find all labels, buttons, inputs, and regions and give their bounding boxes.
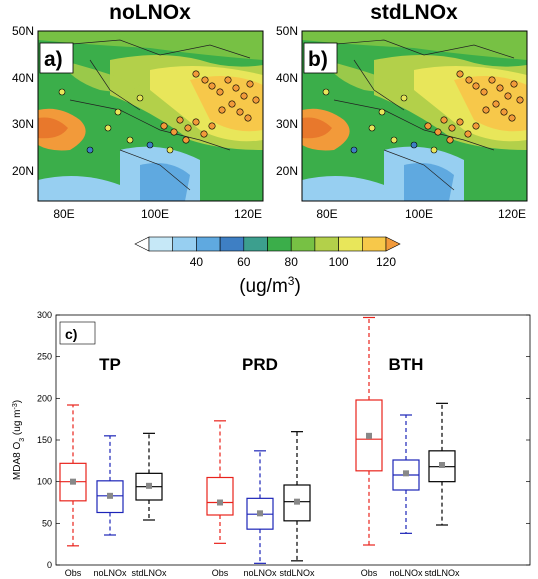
- colorbar-min-arrow: [134, 236, 150, 252]
- colorbar: [134, 236, 401, 252]
- mean-marker: [257, 510, 263, 517]
- group-label-tp: TP: [99, 355, 121, 374]
- colorbar-swatch: [243, 236, 268, 252]
- colorbar-swatch: [361, 236, 387, 252]
- lon-labels-b: 80E 100E 120E: [316, 207, 526, 221]
- group-label-bth: BTH: [389, 355, 424, 374]
- lat-label-20n: 20N: [12, 164, 34, 178]
- box-tp-stdlnox: [135, 432, 163, 521]
- category-label-bth-stdlnox: stdLNOx: [424, 568, 460, 578]
- map-title-a: noLNOx: [109, 1, 191, 24]
- lon-label-100e: 100E: [141, 207, 169, 221]
- group-label-prd: PRD: [242, 355, 278, 374]
- iqr-box: [206, 476, 234, 516]
- lon-labels-a: 80E 100E 120E: [53, 207, 262, 221]
- category-label-tp-obs: Obs: [65, 568, 82, 578]
- box-bth-nolnox: [392, 414, 420, 534]
- category-label-bth-obs: Obs: [361, 568, 378, 578]
- mean-marker: [107, 492, 113, 499]
- category-label-prd-stdlnox: stdLNOx: [279, 568, 315, 578]
- map-label-b: b): [308, 48, 328, 71]
- map-label-a: a): [44, 48, 63, 71]
- map-panel-b: stdLNOx: [276, 1, 528, 221]
- group-labels: TP PRD BTH: [99, 355, 423, 374]
- lat-label-40n: 40N: [12, 71, 34, 85]
- category-labels: Obs noLNOx stdLNOx Obs noLNOx stdLNOx Obs noLNO…: [65, 568, 460, 578]
- colorbar-swatch: [148, 236, 174, 252]
- colorbar-swatch: [196, 236, 221, 252]
- y-tick-label: 300: [37, 310, 52, 320]
- iqr-box: [355, 399, 383, 472]
- colorbar-tick-60: 60: [237, 255, 251, 269]
- iqr-box: [96, 480, 124, 514]
- lat-label-50n: 50N: [12, 24, 34, 38]
- box-bth-obs: [355, 316, 383, 546]
- y-tick-label: 200: [37, 393, 52, 403]
- colorbar-tick-100: 100: [329, 255, 349, 269]
- y-tick-label: 0: [47, 560, 52, 570]
- lat-label-50n-b: 50N: [276, 24, 298, 38]
- colorbar-unit: (ug/m3): [239, 274, 301, 297]
- boxplot-panel-label: c): [65, 326, 77, 342]
- mean-marker: [217, 499, 223, 506]
- lat-labels-a: 50N 40N 30N 20N: [12, 24, 34, 178]
- y-axis-label: MDA8 O3 (ug m-3): [12, 400, 26, 480]
- lon-label-120e-b: 120E: [498, 207, 526, 221]
- category-label-prd-nolnox: noLNOx: [243, 568, 277, 578]
- iqr-box: [283, 484, 311, 522]
- category-label-prd-obs: Obs: [212, 568, 229, 578]
- box-tp-obs: [59, 404, 87, 547]
- colorbar-swatch: [267, 236, 292, 252]
- map-title-b: stdLNOx: [370, 1, 458, 24]
- mean-marker: [439, 462, 445, 468]
- colorbar-ticks: 40 60 80 100 120: [190, 255, 397, 269]
- category-label-tp-nolnox: noLNOx: [93, 568, 127, 578]
- colorbar-swatch: [172, 236, 197, 252]
- y-tick-label: 150: [37, 435, 52, 445]
- boxplot-frame: [55, 314, 531, 566]
- colorbar-swatch: [219, 236, 245, 252]
- obs-sites-a: [160, 70, 260, 144]
- colorbar-swatch: [338, 236, 363, 252]
- mean-marker: [146, 482, 152, 489]
- boxes: [59, 316, 456, 564]
- lon-label-100e-b: 100E: [405, 207, 433, 221]
- category-label-tp-stdlnox: stdLNOx: [131, 568, 167, 578]
- map-field-a: [38, 31, 263, 201]
- box-prd-stdlnox: [283, 431, 311, 562]
- map-panel-a: noLNOx: [12, 1, 264, 221]
- lat-label-30n-b: 30N: [276, 117, 298, 131]
- lat-label-30n: 30N: [12, 117, 34, 131]
- map-field-b: [302, 31, 527, 201]
- box-prd-nolnox: [246, 450, 274, 564]
- y-axis: 0 50 100 150 200 250 300: [37, 310, 530, 570]
- colorbar-tick-80: 80: [285, 255, 299, 269]
- lon-label-120e: 120E: [234, 207, 262, 221]
- mean-marker: [294, 498, 300, 505]
- lat-label-40n-b: 40N: [276, 71, 298, 85]
- obs-sites-b: [424, 70, 524, 144]
- lon-label-80e-b: 80E: [316, 207, 337, 221]
- box-tp-nolnox: [96, 435, 124, 536]
- colorbar-tick-120: 120: [376, 255, 396, 269]
- boxplot-panel: c) 0 50 100 150 200 250 300 MDA8 O3 (ug m-3) T…: [12, 310, 531, 578]
- mean-marker: [70, 478, 76, 485]
- mean-marker: [366, 432, 372, 439]
- y-tick-label: 100: [37, 477, 52, 487]
- y-tick-label: 50: [42, 518, 52, 528]
- colorbar-tick-40: 40: [190, 255, 204, 269]
- colorbar-swatch: [290, 236, 316, 252]
- mean-marker: [403, 470, 409, 477]
- lat-label-20n-b: 20N: [276, 164, 298, 178]
- box-bth-stdlnox: [428, 402, 456, 526]
- box-prd-obs: [206, 420, 234, 544]
- colorbar-swatch: [314, 236, 339, 252]
- category-label-bth-nolnox: noLNOx: [389, 568, 423, 578]
- lon-label-80e: 80E: [53, 207, 74, 221]
- lat-labels-b: 50N 40N 30N 20N: [276, 24, 298, 178]
- y-tick-label: 250: [37, 352, 52, 362]
- colorbar-max-arrow: [385, 236, 401, 252]
